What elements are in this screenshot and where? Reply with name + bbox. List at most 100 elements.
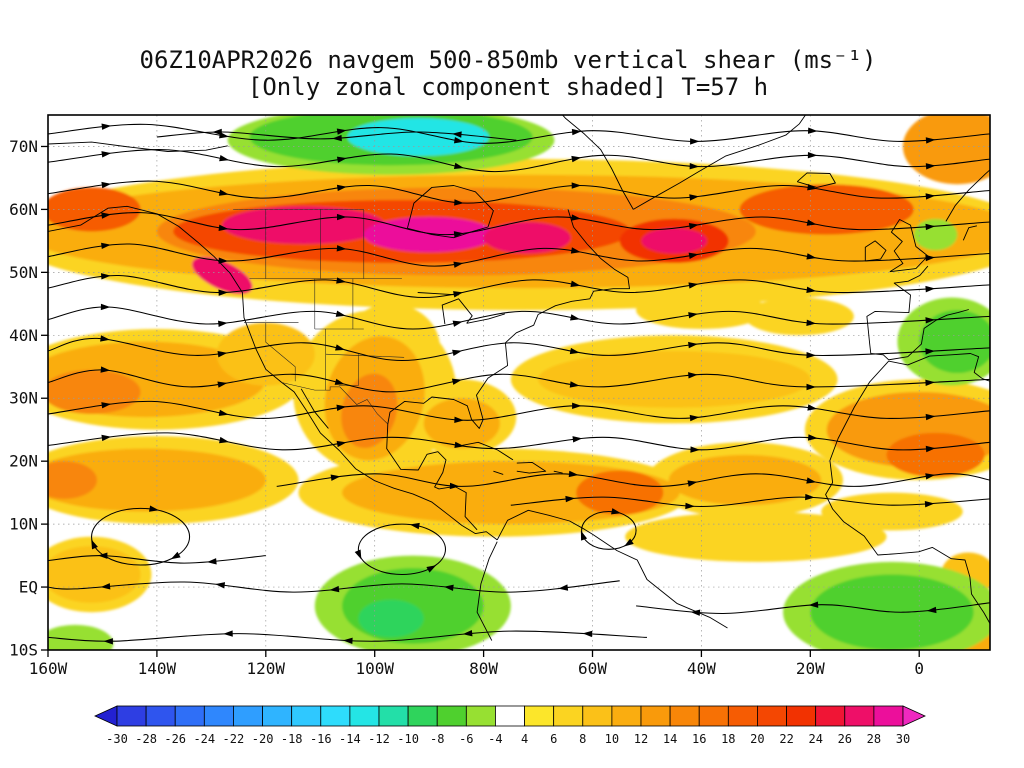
flow-arrow bbox=[571, 155, 582, 163]
flow-arrow bbox=[219, 155, 230, 162]
flow-arrow bbox=[690, 446, 700, 453]
flow-arrow bbox=[569, 381, 580, 388]
flow-arrow bbox=[807, 127, 818, 134]
colorbar-tick-18: 18 bbox=[721, 732, 735, 746]
colorbar-tick--26: -26 bbox=[164, 732, 186, 746]
shading-blob bbox=[483, 222, 571, 254]
shading-blob bbox=[48, 546, 141, 603]
colorbar-cell bbox=[611, 705, 642, 727]
colorbar-cell bbox=[407, 705, 438, 727]
flow-arrow bbox=[462, 630, 473, 637]
colorbar-tick--20: -20 bbox=[252, 732, 274, 746]
flow-arrow bbox=[100, 303, 111, 311]
flow-arrow bbox=[688, 252, 699, 259]
flow-arrow bbox=[568, 470, 579, 478]
flow-arrow bbox=[925, 413, 936, 421]
flow-arrow bbox=[100, 366, 111, 373]
flow-arrow bbox=[808, 601, 819, 608]
streamline bbox=[48, 243, 990, 267]
colorbar-cell bbox=[524, 705, 555, 727]
colorbar-tick--18: -18 bbox=[281, 732, 303, 746]
flow-arrow bbox=[807, 151, 818, 159]
flow-arrow bbox=[565, 495, 576, 503]
coastline bbox=[496, 509, 728, 629]
lat-label-20N: 20N bbox=[9, 452, 38, 471]
flow-arrow bbox=[688, 341, 698, 349]
shading-blob bbox=[913, 218, 958, 251]
flow-arrow bbox=[806, 351, 816, 359]
coastlines-layer bbox=[48, 115, 990, 641]
colorbar-tick--14: -14 bbox=[339, 732, 361, 746]
colorbar-tick-30: 30 bbox=[896, 732, 910, 746]
streamline bbox=[48, 400, 990, 421]
flow-arrow bbox=[454, 199, 464, 206]
coastline bbox=[466, 313, 505, 324]
shading-blob bbox=[358, 599, 424, 638]
colorbar-tick-10: 10 bbox=[605, 732, 619, 746]
lat-label-EQ: EQ bbox=[19, 578, 38, 597]
flow-arrow bbox=[332, 134, 342, 142]
colorbar-cell bbox=[582, 705, 613, 727]
flow-arrow bbox=[569, 347, 580, 355]
colorbar-tick--12: -12 bbox=[368, 732, 390, 746]
shading-blob bbox=[222, 206, 386, 245]
colorbar-cell bbox=[233, 705, 263, 727]
shading-blob bbox=[919, 310, 990, 374]
colorbar-cell bbox=[786, 705, 817, 727]
flow-arrow bbox=[343, 637, 353, 645]
flow-arrow bbox=[806, 253, 817, 260]
coastline bbox=[633, 115, 807, 210]
flow-arrow bbox=[336, 213, 347, 221]
flow-arrow bbox=[582, 630, 593, 638]
coastline bbox=[48, 141, 228, 152]
flow-arrow bbox=[336, 440, 347, 448]
flow-arrow bbox=[452, 349, 463, 356]
shading-blob bbox=[216, 322, 315, 386]
flow-arrow bbox=[218, 224, 229, 231]
streamline bbox=[48, 580, 620, 593]
colorbar-cell bbox=[349, 705, 380, 727]
colorbar-cell bbox=[320, 705, 351, 727]
colorbar-tick-22: 22 bbox=[779, 732, 793, 746]
flow-arrow bbox=[807, 184, 818, 191]
streamline bbox=[48, 337, 990, 362]
chart-title-line1: 06Z10APR2026 navgem 500-850mb vertical s… bbox=[140, 46, 877, 74]
streamline bbox=[48, 212, 990, 236]
flow-arrow bbox=[924, 500, 935, 508]
flow-arrow bbox=[688, 312, 699, 319]
colorbar: -30 -28 -26 -24 -22 -20 -18 -16 -14 -12 -10 -8 -6 -4 4… bbox=[94, 705, 926, 746]
chart-title-line2: [Only zonal component shaded] T=57 h bbox=[248, 73, 768, 101]
lon-label-40W: 40W bbox=[687, 659, 716, 678]
colorbar-cell bbox=[174, 705, 205, 727]
flow-arrow bbox=[443, 584, 454, 592]
lon-label-60W: 60W bbox=[578, 659, 607, 678]
coastline bbox=[406, 185, 494, 239]
colorbar-cell bbox=[844, 705, 875, 727]
streamlines-layer bbox=[48, 123, 990, 645]
streamline bbox=[48, 369, 990, 393]
flow-arrow bbox=[452, 320, 463, 327]
flow-arrow bbox=[571, 182, 582, 189]
flow-arrow bbox=[571, 128, 582, 136]
colorbar-cell bbox=[291, 705, 322, 727]
colorbar-tick--6: -6 bbox=[459, 732, 473, 746]
flow-arrow bbox=[925, 163, 936, 170]
coastline bbox=[945, 169, 990, 222]
colorbar-tick--22: -22 bbox=[223, 732, 245, 746]
shading-blob bbox=[423, 398, 500, 449]
flow-arrow bbox=[335, 344, 346, 351]
flow-arrow bbox=[926, 606, 937, 614]
flow-arrow bbox=[354, 549, 362, 560]
colorbar-tick--30: -30 bbox=[106, 732, 128, 746]
colorbar-tick--10: -10 bbox=[397, 732, 419, 746]
lon-label-80W: 80W bbox=[469, 659, 498, 678]
streamline bbox=[48, 630, 648, 642]
streamline bbox=[48, 149, 990, 173]
flow-arrow bbox=[91, 539, 98, 550]
coastline bbox=[864, 240, 887, 262]
coastline bbox=[962, 225, 978, 241]
colorbar-tick--28: -28 bbox=[135, 732, 157, 746]
flow-arrow bbox=[611, 508, 622, 515]
flow-arrow bbox=[806, 319, 817, 326]
